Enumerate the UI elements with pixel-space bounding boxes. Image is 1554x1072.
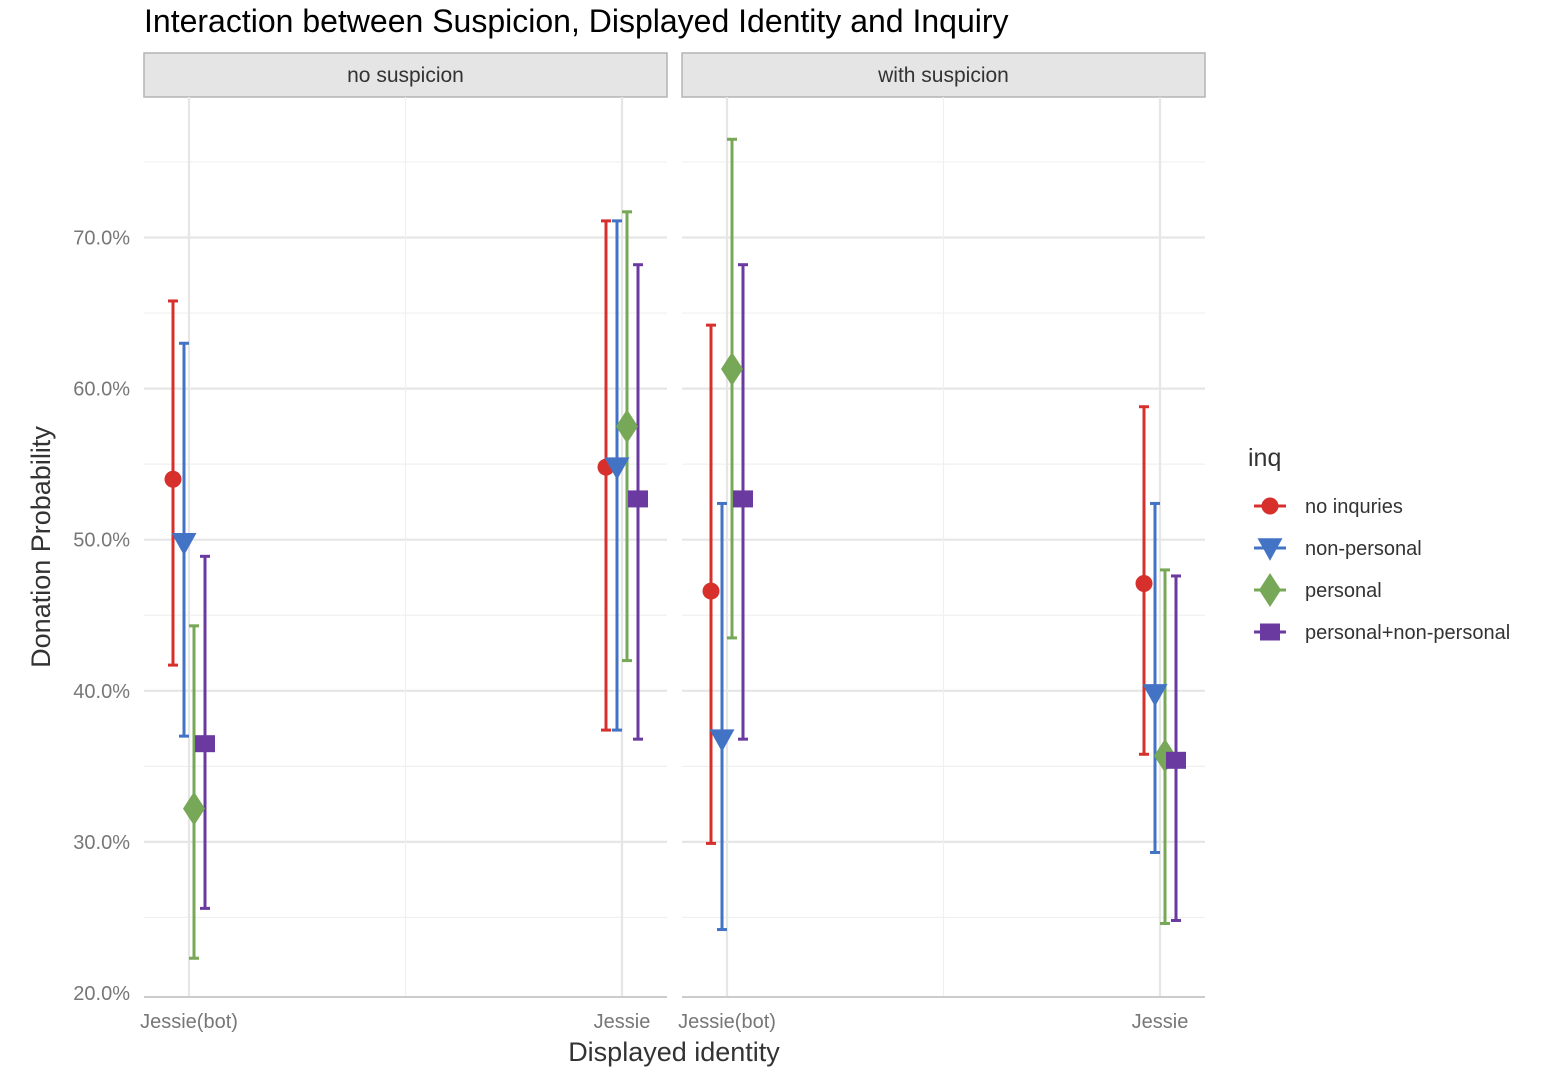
legend-item: no inquries: [1254, 496, 1403, 518]
gridlines-with-suspicion: [682, 97, 1205, 997]
chart-title: Interaction between Suspicion, Displayed…: [144, 3, 1009, 39]
y-tick-label: 70.0%: [73, 228, 130, 250]
data-point: [164, 470, 182, 488]
data-point: [733, 490, 753, 508]
marks-with-suspicion: [702, 137, 1186, 932]
data-point: [721, 351, 743, 386]
y-tick-label: 60.0%: [73, 379, 130, 401]
legend-label: non-personal: [1305, 538, 1422, 560]
data-point: [1166, 751, 1186, 769]
panel-no-suspicion: no suspicion: [143, 52, 668, 998]
legend-label: personal: [1305, 580, 1382, 602]
facet-strip-no-suspicion: [143, 52, 668, 98]
panel-with-suspicion: with suspicion: [681, 52, 1206, 998]
data-point: [709, 729, 735, 752]
facet-label-no-suspicion: no suspicion: [347, 64, 464, 87]
x-axis-tick-labels: Jessie(bot) Jessie Jessie(bot) Jessie: [140, 1011, 1188, 1033]
legend-item: personal+non-personal: [1254, 622, 1510, 644]
y-tick-label: 30.0%: [73, 832, 130, 854]
legend-item: personal: [1254, 573, 1382, 607]
facet-label-with-suspicion: with suspicion: [877, 64, 1009, 87]
legend-key-symbol: [1259, 573, 1281, 607]
x-tick-label: Jessie: [594, 1011, 651, 1033]
marks-no-suspicion: [164, 210, 648, 960]
legend-key-symbol: [1260, 623, 1280, 641]
y-tick-label: 40.0%: [73, 681, 130, 703]
y-tick-label: 20.0%: [73, 983, 130, 1005]
data-point: [171, 532, 197, 556]
legend-key-symbol: [1257, 538, 1283, 561]
data-point: [1135, 575, 1153, 593]
x-tick-label: Jessie(bot): [140, 1011, 238, 1033]
data-point: [702, 582, 720, 600]
legend-label: no inquries: [1305, 496, 1403, 518]
y-tick-label: 50.0%: [73, 530, 130, 552]
data-point: [195, 735, 215, 753]
legend-key-symbol: [1261, 497, 1279, 515]
facet-strip-with-suspicion: [681, 52, 1206, 98]
x-tick-label: Jessie(bot): [678, 1011, 776, 1033]
gridlines-no-suspicion: [144, 97, 667, 997]
y-axis-tick-labels: 20.0% 30.0% 40.0% 50.0% 60.0% 70.0%: [73, 228, 130, 1006]
legend-item: non-personal: [1254, 538, 1422, 561]
x-axis-title: Displayed identity: [568, 1037, 780, 1067]
data-point: [616, 409, 638, 444]
data-point: [628, 490, 648, 508]
legend: inq no inquries non-personal personal perso…: [1248, 444, 1510, 644]
data-point: [1142, 684, 1168, 707]
x-tick-label: Jessie: [1132, 1011, 1189, 1033]
legend-title: inq: [1248, 444, 1281, 472]
legend-label: personal+non-personal: [1305, 622, 1510, 644]
y-axis-title: Donation Probability: [26, 426, 56, 668]
data-point: [183, 791, 205, 826]
data-point: [604, 457, 630, 480]
